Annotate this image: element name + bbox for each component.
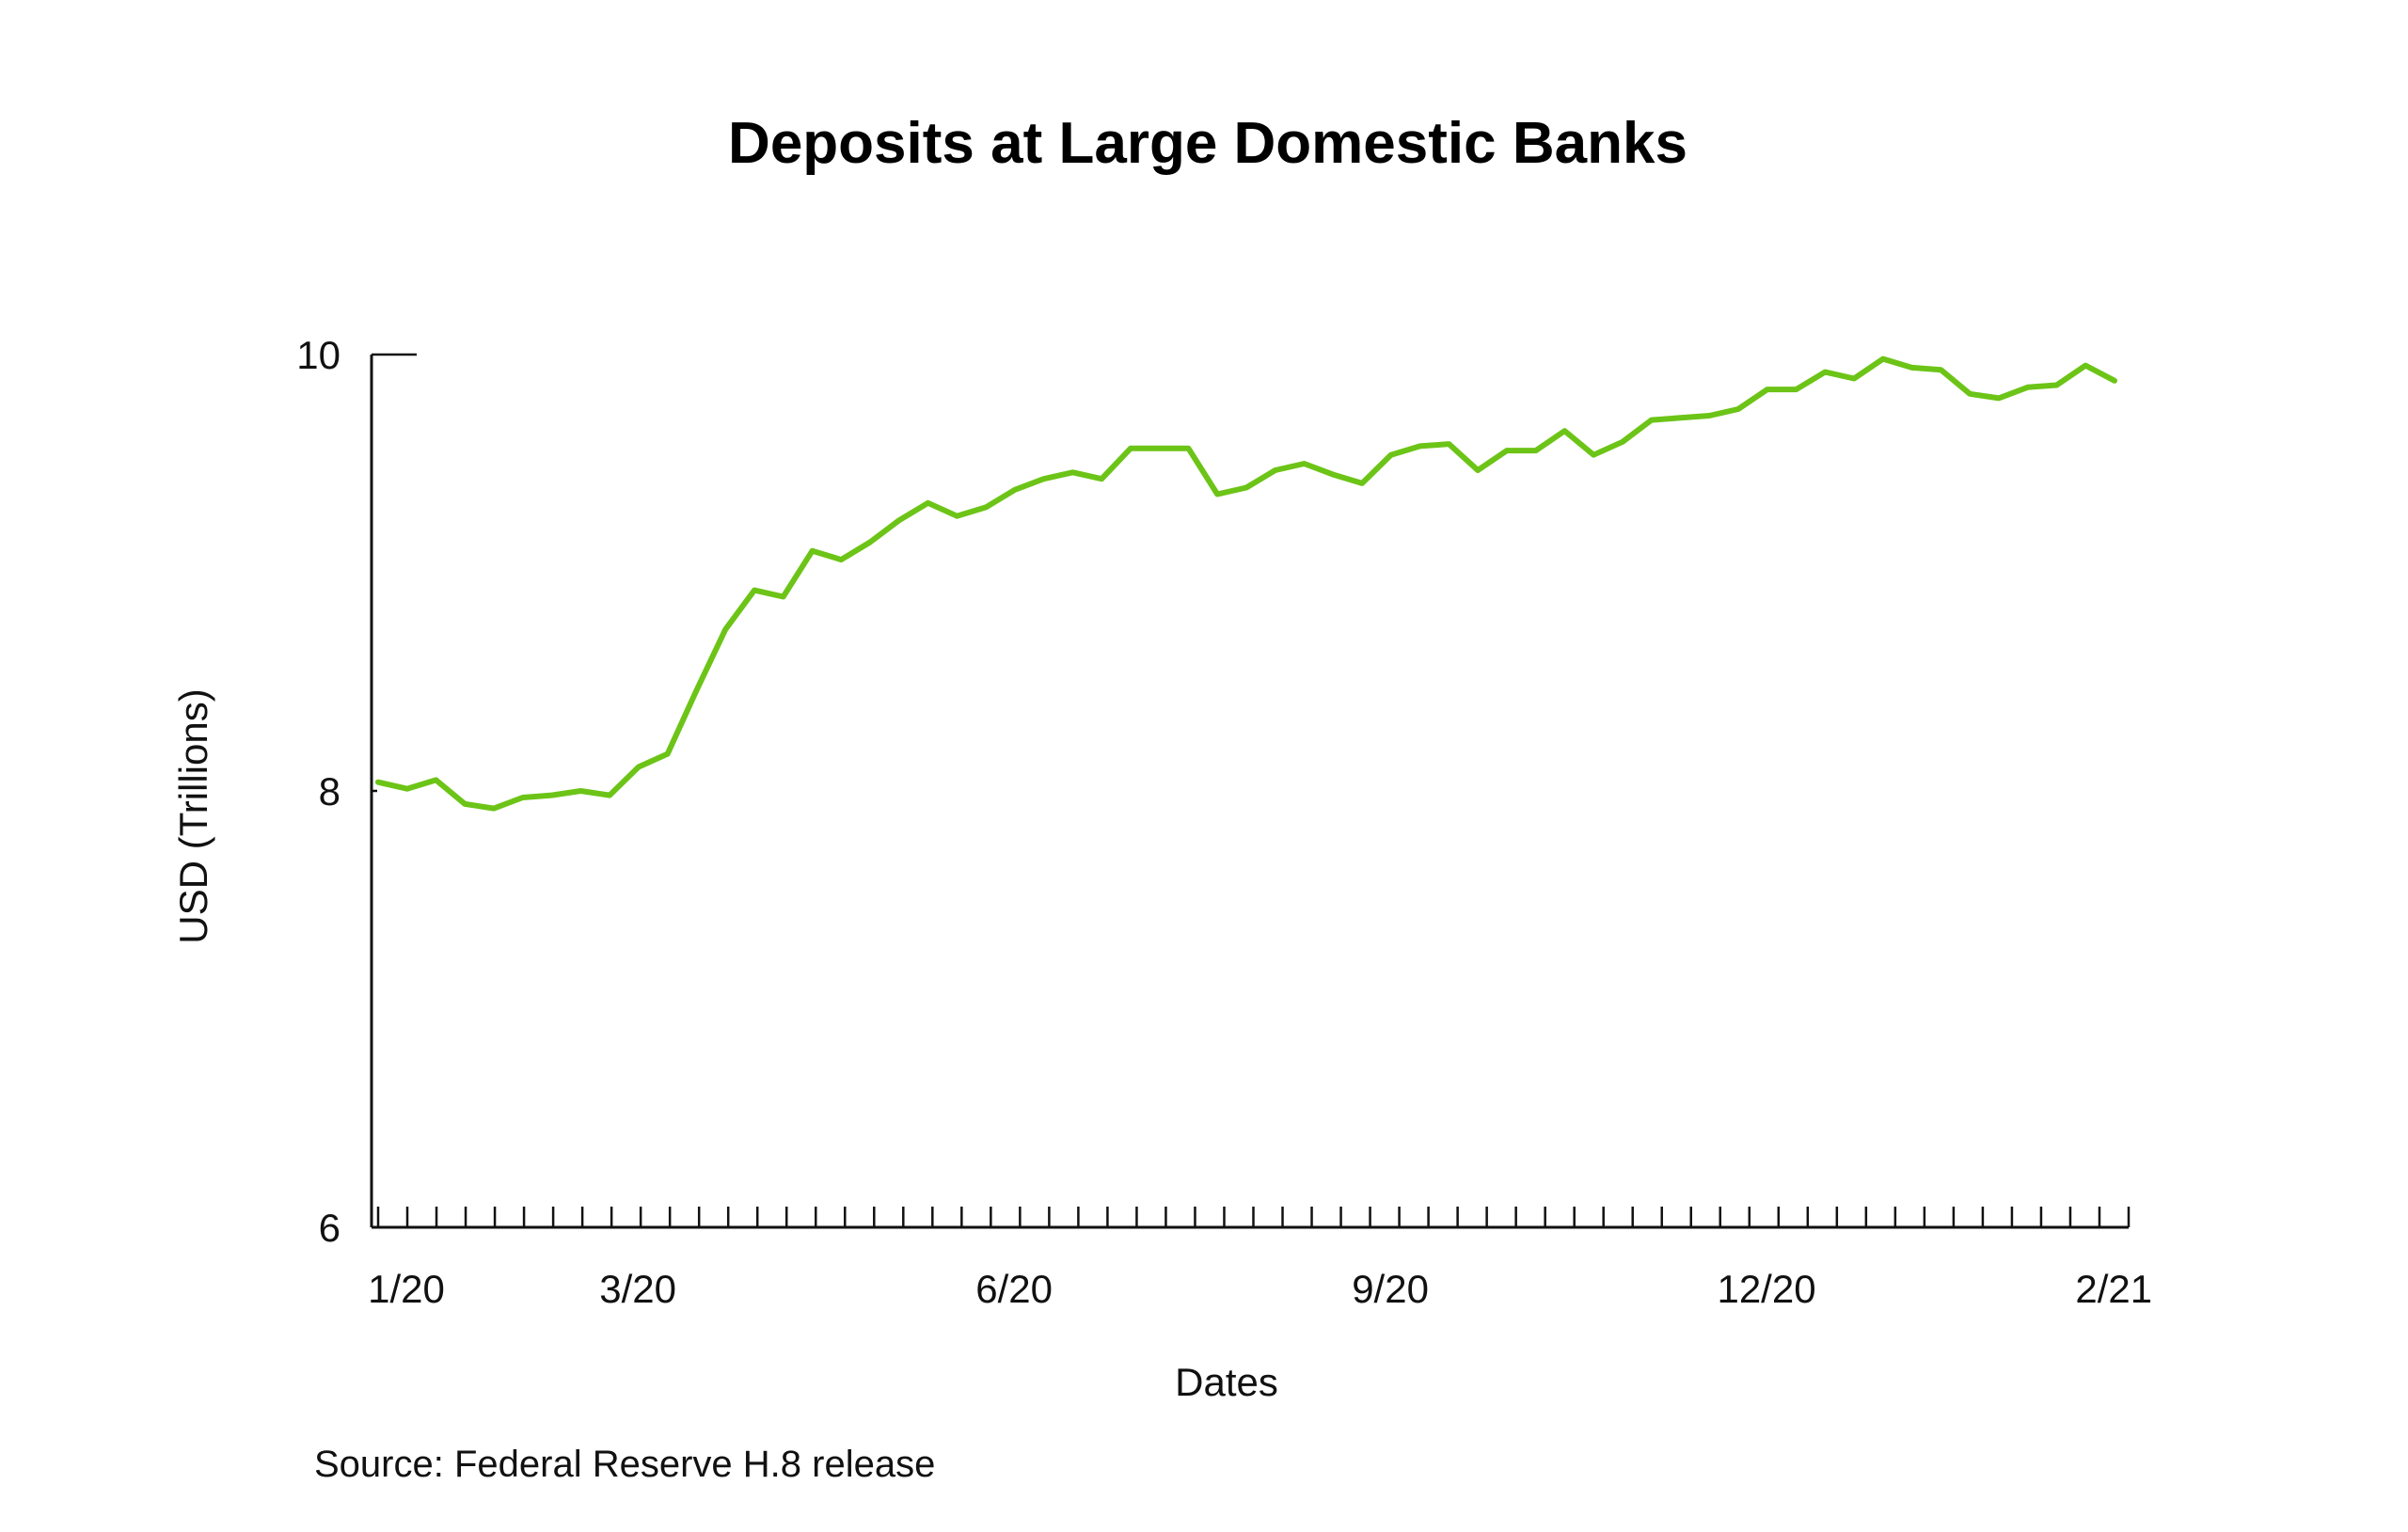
x-tick-label: 9/20	[1352, 1267, 1429, 1311]
data-point	[549, 793, 555, 798]
data-point	[1041, 476, 1047, 482]
y-tick-label: 8	[319, 769, 341, 813]
data-point	[1822, 370, 1828, 375]
data-point	[1794, 387, 1799, 392]
data-point	[810, 548, 815, 554]
data-point	[1157, 446, 1163, 451]
data-point	[1418, 443, 1423, 449]
data-point	[1938, 367, 1943, 372]
data-point	[781, 594, 786, 599]
data-point	[1359, 481, 1365, 486]
data-point	[1504, 448, 1510, 453]
x-tick-label: 12/20	[1717, 1267, 1815, 1311]
data-point	[520, 795, 526, 800]
x-tick-label: 6/20	[975, 1267, 1053, 1311]
y-axis-title: USD (Trillions)	[171, 688, 215, 943]
data-point	[722, 626, 728, 632]
y-tick-label: 6	[319, 1206, 341, 1250]
data-point	[1967, 391, 1972, 397]
data-point	[1678, 415, 1683, 420]
x-axis: 1/20 3/20 6/20 9/20 12/20 2/21	[368, 1207, 2152, 1311]
data-point	[1706, 413, 1712, 419]
data-point	[1533, 448, 1539, 453]
data-point	[1446, 441, 1451, 447]
data-point	[2054, 383, 2059, 387]
series-layer	[375, 355, 2117, 812]
data-point	[983, 504, 989, 510]
data-point	[1186, 446, 1191, 451]
data-point	[2112, 378, 2117, 384]
data-point	[636, 765, 642, 769]
data-point	[2025, 385, 2031, 390]
data-point	[1880, 356, 1886, 362]
y-axis: 10 8 6	[296, 333, 417, 1250]
data-point	[375, 780, 381, 785]
series-line	[375, 355, 2117, 812]
data-point	[1996, 395, 2002, 401]
data-point	[1128, 446, 1133, 451]
data-point	[1620, 439, 1625, 445]
data-point	[1388, 452, 1394, 458]
data-point	[1475, 467, 1481, 473]
data-point	[1302, 461, 1307, 466]
chart-title: Deposits at Large Domestic Banks	[728, 111, 1687, 176]
x-tick-label: 1/20	[368, 1267, 445, 1311]
data-point	[404, 786, 410, 792]
data-point	[1273, 467, 1278, 473]
data-point	[434, 777, 438, 782]
data-point	[1244, 485, 1249, 490]
data-point	[462, 801, 467, 807]
x-axis-title: Dates	[1175, 1360, 1278, 1404]
data-point	[838, 557, 844, 562]
data-point	[1214, 492, 1220, 497]
data-point	[1069, 469, 1075, 475]
data-point	[693, 687, 699, 693]
source-note: Source: Federal Reserve H.8 release	[314, 1444, 935, 1485]
data-point	[926, 500, 931, 506]
data-point	[1012, 487, 1018, 493]
data-point	[1561, 428, 1567, 434]
x-tick-label: 3/20	[599, 1267, 676, 1311]
data-point	[607, 793, 612, 798]
data-point	[1765, 387, 1770, 392]
data-point	[867, 540, 873, 545]
data-point	[665, 751, 671, 757]
data-point	[1099, 476, 1104, 482]
data-point	[1649, 418, 1655, 423]
data-point	[1909, 365, 1915, 371]
data-point	[1735, 406, 1741, 412]
data-point	[954, 513, 959, 519]
data-point	[1591, 452, 1596, 458]
data-point	[2083, 363, 2088, 369]
data-point	[752, 588, 757, 593]
data-point	[1330, 472, 1336, 478]
data-point	[491, 806, 497, 812]
x-tick-label: 2/21	[2075, 1267, 2152, 1311]
y-tick-label: 10	[296, 333, 341, 377]
data-point	[578, 788, 583, 794]
data-point	[1851, 376, 1857, 381]
data-point	[896, 517, 902, 523]
